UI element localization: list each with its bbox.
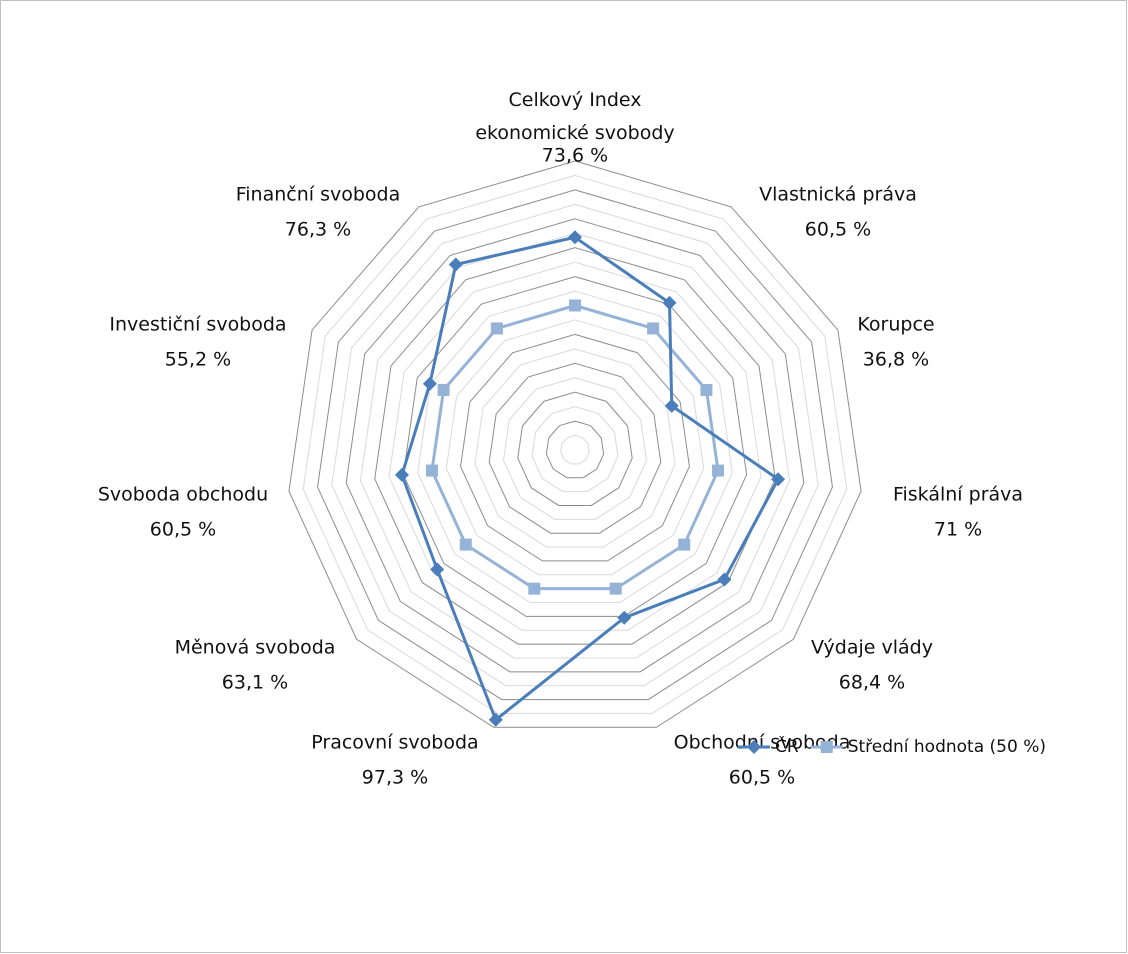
grid-ring (402, 276, 748, 617)
marker (771, 472, 786, 487)
marker (459, 538, 472, 551)
axis-label: Svoboda obchodu (98, 484, 268, 506)
value-label: 68,4 % (839, 672, 905, 694)
axis-label: Fiskální práva (893, 484, 1023, 506)
grid-ring (488, 362, 662, 534)
marker (425, 464, 438, 477)
grid-ring (474, 348, 676, 548)
legend-marker (747, 740, 761, 754)
value-label: 60,5 % (729, 767, 795, 789)
grid-ring (445, 319, 705, 576)
grid-ring (545, 420, 605, 479)
marker (568, 230, 582, 245)
legend-marker (820, 741, 833, 753)
series-line (430, 303, 720, 591)
marker (664, 398, 679, 413)
axis-label: Výdaje vlády (811, 637, 933, 659)
grid-ring (417, 290, 733, 604)
grid-ring (317, 189, 833, 701)
marker (490, 322, 503, 335)
marker (712, 464, 725, 477)
grid-ring (345, 218, 805, 673)
marker (569, 299, 581, 312)
axis-label: Investiční svoboda (109, 314, 286, 336)
axis-label: Vlastnická práva (759, 184, 917, 206)
legend-label: Střední hodnota (50 %) (848, 737, 1046, 757)
grid-ring (560, 435, 590, 465)
marker (700, 383, 713, 396)
value-label: 76,3 % (285, 219, 351, 241)
value-label: 71 % (934, 519, 982, 541)
axis-label: Celkový Index ekonomické svobody (475, 89, 674, 144)
marker (448, 257, 463, 272)
axis-label: Obchodní svoboda (674, 732, 851, 754)
value-label: 60,5 % (805, 219, 871, 241)
value-label: 36,8 % (863, 349, 929, 371)
value-label: 55,2 % (165, 349, 231, 371)
marker (647, 322, 660, 335)
axis-label: Finanční svoboda (236, 184, 401, 206)
axis-label: Korupce (857, 314, 934, 336)
marker (430, 562, 445, 577)
axis-label: Měnová svoboda (175, 637, 336, 659)
value-label: 97,3 % (362, 767, 428, 789)
grid-ring (531, 406, 619, 493)
legend-label: ČR (775, 735, 799, 757)
grid-ring (331, 203, 819, 687)
grid-ring (460, 333, 690, 562)
marker (717, 572, 732, 587)
axis-label: Pracovní svoboda (311, 732, 478, 754)
series-line (400, 235, 781, 723)
marker (394, 467, 409, 482)
marker (422, 376, 437, 391)
value-label: 73,6 % (542, 145, 608, 167)
grid-ring (388, 261, 762, 631)
marker (617, 610, 632, 625)
marker (437, 383, 450, 396)
grid-ring (517, 391, 633, 506)
grid-ring (288, 160, 862, 728)
value-label: 60,5 % (150, 519, 216, 541)
marker (609, 582, 622, 595)
marker (528, 582, 541, 595)
grid-ring (302, 174, 848, 714)
grid-ring (502, 377, 648, 520)
marker (678, 538, 691, 551)
marker (662, 295, 677, 310)
marker (488, 712, 503, 727)
value-label: 63,1 % (222, 672, 288, 694)
grid-ring (374, 247, 776, 645)
